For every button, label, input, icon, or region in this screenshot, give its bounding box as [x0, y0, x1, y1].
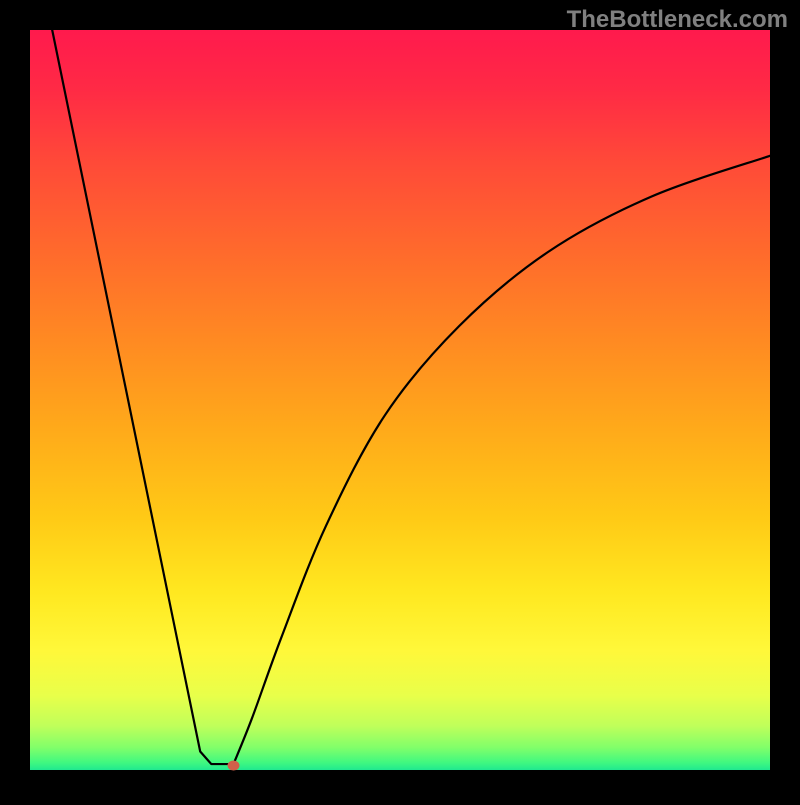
optimal-point-marker — [228, 761, 240, 771]
plot-area — [30, 30, 770, 770]
watermark-label: TheBottleneck.com — [567, 6, 788, 34]
chart-container: TheBottleneck.com — [0, 0, 800, 800]
chart-svg — [0, 0, 800, 800]
